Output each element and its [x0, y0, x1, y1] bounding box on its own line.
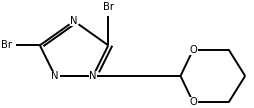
Text: N: N — [70, 16, 78, 26]
Text: Br: Br — [2, 40, 12, 50]
Text: O: O — [189, 97, 197, 107]
Text: O: O — [189, 45, 197, 55]
Text: N: N — [51, 71, 59, 81]
Text: Br: Br — [103, 2, 114, 12]
Text: N: N — [89, 71, 97, 81]
